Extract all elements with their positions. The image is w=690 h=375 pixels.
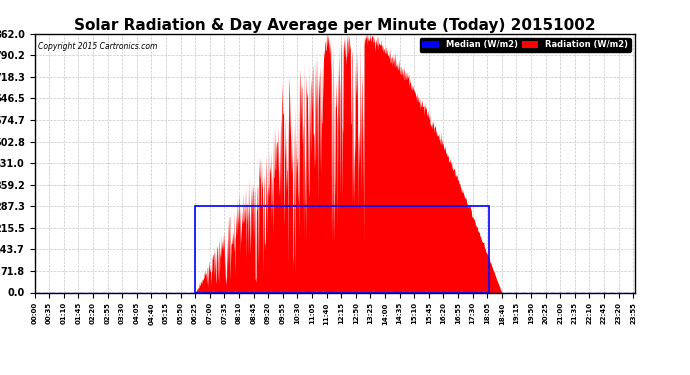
Title: Solar Radiation & Day Average per Minute (Today) 20151002: Solar Radiation & Day Average per Minute… (74, 18, 595, 33)
Text: Copyright 2015 Cartronics.com: Copyright 2015 Cartronics.com (37, 42, 157, 51)
Bar (195, 206, 489, 292)
Legend: Median (W/m2), Radiation (W/m2): Median (W/m2), Radiation (W/m2) (420, 38, 631, 52)
